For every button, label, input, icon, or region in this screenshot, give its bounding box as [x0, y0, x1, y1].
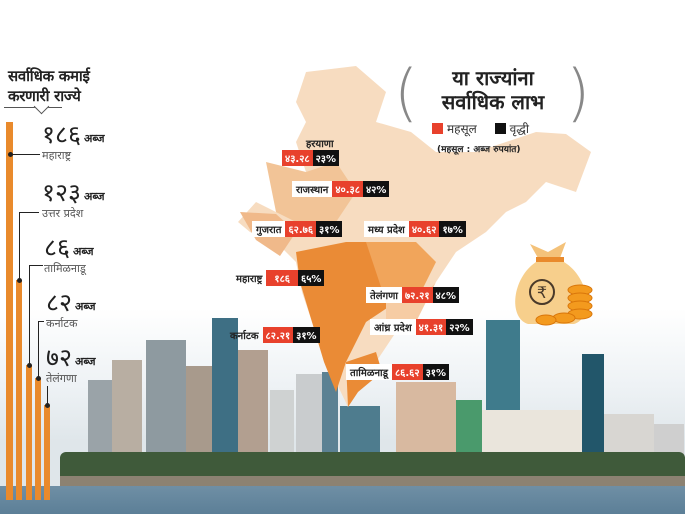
revenue-value: ८२.२१	[262, 327, 294, 343]
rupee-symbol: ₹	[537, 283, 547, 302]
connector-line	[29, 265, 30, 365]
growth-legend-label: वृद्धी	[509, 122, 529, 136]
state-name: महाराष्ट्र	[236, 274, 263, 285]
label-rajasthan: राजस्थान ४०.३८ ४२%	[292, 181, 390, 197]
connector-line	[47, 386, 48, 405]
bar-uttar-pradesh	[16, 280, 22, 500]
label-gujarat: गुजरात ६२.७६ ३१%	[252, 221, 343, 237]
label-haryana-name: हरयाणा	[306, 139, 334, 150]
unit: अब्ज	[73, 245, 94, 258]
connector-dot	[36, 376, 41, 381]
growth-value: ४२%	[362, 181, 390, 197]
growth-value: ३१%	[316, 221, 343, 237]
left-title-line2: करणारी राज्ये	[8, 87, 81, 105]
connector-line	[38, 321, 39, 378]
bar-telangana	[44, 405, 50, 500]
connector-dot	[45, 403, 50, 408]
value: १२३	[42, 178, 82, 207]
growth-swatch-icon	[494, 123, 506, 134]
legend-note: (महसूल : अब्ज रुपयांत)	[437, 145, 521, 155]
growth-value: ४८%	[432, 287, 459, 303]
left-item-maharashtra: १८६ अब्ज महाराष्ट्र	[42, 122, 105, 163]
bar-maharashtra	[6, 122, 13, 500]
revenue-value: ४१.३१	[415, 319, 447, 335]
legend-title: या राज्यांना सर्वाधिक लाभ	[418, 66, 568, 114]
state-name: कर्नाटक	[230, 331, 259, 342]
label-tamilnadu: तामिळनाडू ८६.६२ ३१%	[346, 364, 449, 380]
left-parenthesis: (	[394, 56, 419, 129]
label-andhra-pradesh: आंध्र प्रदेश ४१.३१ २२%	[370, 319, 473, 335]
state-name: महाराष्ट्र	[42, 149, 72, 162]
state-name: कर्नाटक	[46, 317, 78, 330]
connector-line	[19, 212, 20, 280]
state-name: तामिळनाडू	[44, 262, 86, 275]
revenue-legend-label: महसूल	[447, 122, 477, 136]
value: ८२	[46, 288, 73, 317]
state-name: आंध्र प्रदेश	[370, 319, 416, 335]
connector-line	[38, 321, 44, 322]
revenue-value: ४०.६२	[408, 221, 440, 237]
growth-value: ६५%	[298, 270, 325, 286]
growth-value: ३१%	[293, 327, 320, 343]
left-item-uttar-pradesh: १२३ अब्ज उत्तर प्रदेश	[42, 180, 105, 221]
growth-value: १७%	[439, 221, 466, 237]
unit: अब्ज	[84, 190, 105, 203]
city-skyline-image	[88, 318, 684, 460]
state-name: मध्य प्रदेश	[364, 221, 409, 237]
left-title-line1: सर्वाधिक कमाई	[8, 67, 90, 85]
revenue-swatch-icon	[432, 123, 443, 134]
revenue-value: ७२.२१	[401, 287, 433, 303]
growth-value: २२%	[446, 319, 473, 335]
left-item-telangana: ७२ अब्ज तेलंगणा	[46, 345, 96, 386]
label-madhya-pradesh: मध्य प्रदेश ४०.६२ १७%	[364, 221, 466, 237]
connector-line	[19, 212, 39, 213]
value: ७२	[46, 343, 73, 372]
growth-value: ३१%	[422, 364, 449, 380]
legend-title-line2: सर्वाधिक लाभ	[441, 90, 545, 114]
unit: अब्ज	[75, 355, 96, 368]
revenue-value: ४०.३८	[332, 181, 363, 197]
rupee-money-bag-icon: ₹	[515, 242, 593, 326]
bar-tamilnadu	[26, 365, 32, 500]
unit: अब्ज	[84, 132, 105, 145]
tree-line	[60, 452, 685, 478]
legend-row: महसूल वृद्धी	[432, 120, 529, 137]
label-haryana: ४३.२८ २३%	[282, 150, 340, 166]
label-maharashtra: महाराष्ट्र १८६ ६५%	[232, 270, 325, 286]
state-name: तेलंगणा	[366, 287, 402, 303]
title-underline	[4, 107, 62, 108]
growth-value: २३%	[312, 150, 340, 166]
shoreline	[60, 476, 685, 488]
left-item-tamilnadu: ८६ अब्ज तामिळनाडू	[44, 235, 94, 276]
unit: अब्ज	[75, 300, 96, 313]
value: ८६	[44, 233, 71, 262]
state-name: उत्तर प्रदेश	[42, 207, 84, 220]
revenue-value: १८६	[266, 270, 299, 286]
revenue-value: ६२.७६	[285, 221, 317, 237]
label-karnataka: कर्नाटक ८२.२१ ३१%	[226, 327, 320, 343]
state-name: गुजरात	[252, 221, 286, 237]
revenue-value: ४३.२८	[282, 150, 313, 166]
label-telangana: तेलंगणा ७२.२१ ४८%	[366, 287, 459, 303]
sea-water	[0, 486, 685, 514]
revenue-value: ८६.६२	[391, 364, 423, 380]
value: १८६	[42, 120, 82, 149]
connector-line	[29, 265, 43, 266]
right-parenthesis: )	[566, 56, 591, 129]
connector-dot	[17, 278, 22, 283]
state-name: तामिळनाडू	[346, 364, 392, 380]
connector-dot	[27, 363, 32, 368]
left-item-karnataka: ८२ अब्ज कर्नाटक	[46, 290, 96, 331]
state-name: राजस्थान	[292, 181, 333, 197]
connector-line	[10, 154, 40, 155]
bar-karnataka	[35, 378, 41, 500]
left-panel-title: सर्वाधिक कमाई करणारी राज्ये	[8, 66, 90, 106]
legend-title-line1: या राज्यांना	[452, 66, 534, 90]
state-name: तेलंगणा	[46, 372, 77, 385]
